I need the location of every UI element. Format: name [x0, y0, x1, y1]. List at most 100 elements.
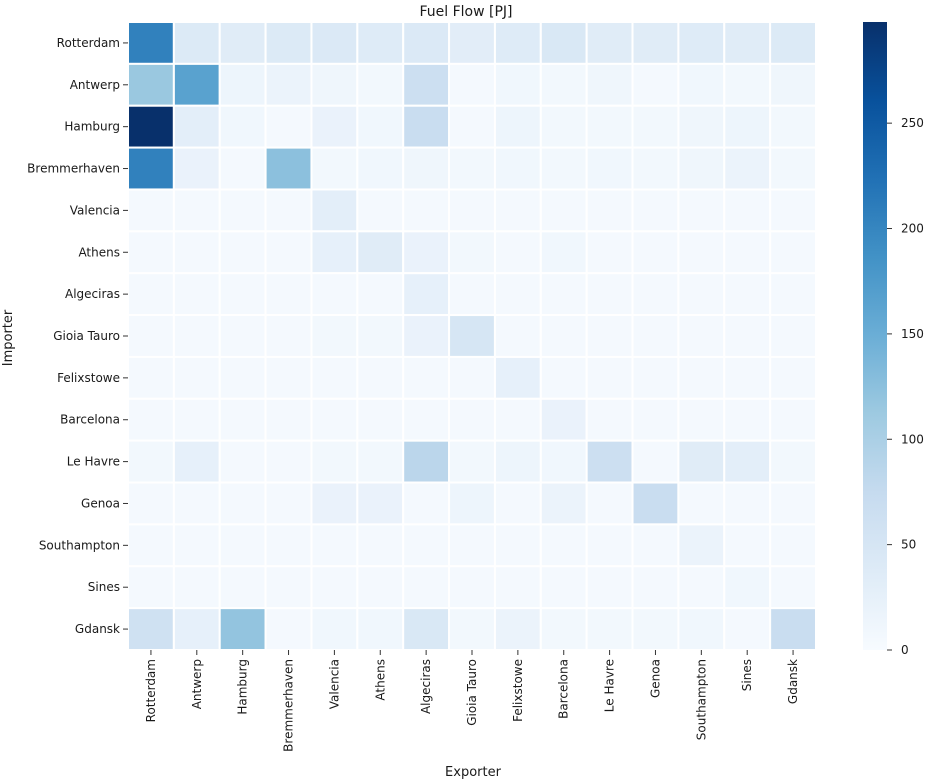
heatmap-cell — [172, 272, 221, 317]
heatmap-cell — [723, 21, 772, 65]
heatmap-cell — [493, 397, 542, 442]
heatmap-cell — [448, 230, 496, 275]
heatmap-cell — [310, 230, 359, 275]
heatmap-cell — [631, 355, 680, 400]
heatmap-cell — [631, 481, 680, 526]
heatmap-cell — [677, 104, 726, 149]
heatmap-cell — [769, 188, 818, 233]
heatmap-cell — [448, 62, 496, 107]
y-tick-label: Barcelona — [60, 413, 120, 427]
heatmap-cell — [127, 355, 175, 400]
y-tick-label: Genoa — [81, 496, 120, 510]
heatmap-cell — [218, 481, 267, 526]
y-tick-label: Algeciras — [65, 287, 120, 301]
x-tick-labels: Rotterdam Antwerp Hamburg Bremmerhaven Valen… — [144, 650, 800, 752]
heatmap-cell — [127, 230, 175, 275]
heatmap-cell — [127, 21, 175, 65]
heatmap-cell — [356, 397, 405, 442]
heatmap-cell — [723, 62, 772, 107]
y-tick-label: Hamburg — [64, 120, 120, 134]
heatmap-cell — [264, 314, 313, 358]
heatmap-cell — [218, 355, 267, 400]
heatmap-cell — [356, 230, 405, 275]
y-tick-label: Gioia Tauro — [53, 329, 120, 343]
heatmap-cell — [356, 439, 405, 484]
heatmap-cell — [723, 146, 772, 191]
heatmap-cell — [402, 21, 451, 65]
heatmap-cell — [264, 272, 313, 317]
heatmap-cell — [127, 314, 175, 358]
heatmap-cell — [172, 62, 221, 107]
heatmap-cell — [218, 230, 267, 275]
heatmap-cell — [264, 565, 313, 610]
heatmap-cell — [172, 397, 221, 442]
heatmap-cell — [631, 523, 680, 568]
heatmap-cell — [448, 355, 496, 400]
heatmap-cell — [539, 62, 588, 107]
heatmap-cell — [585, 146, 634, 191]
heatmap-cell — [723, 314, 772, 358]
heatmap-cell — [677, 481, 726, 526]
heatmap-cell — [402, 62, 451, 107]
heatmap-cell — [677, 62, 726, 107]
colorbar-ticks: 0 50 100 150 200 250 — [887, 116, 924, 657]
heatmap-cell — [310, 397, 359, 442]
heatmap-cell — [448, 104, 496, 149]
heatmap-cell — [127, 481, 175, 526]
heatmap-cell — [631, 230, 680, 275]
heatmap-cell — [769, 62, 818, 107]
heatmap-cell — [402, 314, 451, 358]
heatmap-cell — [539, 314, 588, 358]
heatmap-cell — [218, 607, 267, 652]
heatmap-cell — [402, 146, 451, 191]
heatmap-cell — [310, 439, 359, 484]
heatmap-cell — [172, 104, 221, 149]
heatmap-cell — [310, 481, 359, 526]
heatmap-cell — [769, 481, 818, 526]
heatmap-cell — [172, 188, 221, 233]
heatmap-cell — [402, 397, 451, 442]
colorbar — [863, 22, 887, 650]
y-tick-label: Athens — [78, 245, 120, 259]
heatmap-cell — [264, 146, 313, 191]
colorbar-tick-label: 50 — [901, 538, 916, 552]
heatmap-cell — [402, 523, 451, 568]
x-tick-label: Algeciras — [419, 659, 433, 714]
heatmap-cell — [448, 565, 496, 610]
heatmap-cell — [218, 21, 267, 65]
heatmap-cell — [769, 397, 818, 442]
heatmap-cell — [402, 607, 451, 652]
y-tick-label: Felixstowe — [57, 371, 120, 385]
heatmap-cell — [218, 104, 267, 149]
heatmap-cell — [723, 355, 772, 400]
x-tick-label: Gioia Tauro — [465, 659, 479, 726]
x-tick-label: Barcelona — [557, 659, 571, 719]
heatmap-cell — [172, 146, 221, 191]
heatmap-cell — [585, 439, 634, 484]
heatmap-cell — [585, 62, 634, 107]
heatmap-cell — [127, 146, 175, 191]
heatmap-cell — [539, 355, 588, 400]
x-tick-label: Rotterdam — [144, 659, 158, 722]
heatmap-cell — [585, 397, 634, 442]
heatmap-cell — [218, 146, 267, 191]
heatmap-cell — [723, 272, 772, 317]
heatmap-cell — [172, 21, 221, 65]
heatmap-cell — [493, 230, 542, 275]
heatmap-cell — [218, 397, 267, 442]
heatmap-cell — [402, 230, 451, 275]
heatmap-cell — [356, 481, 405, 526]
heatmap-cells — [127, 21, 818, 652]
heatmap-cell — [723, 523, 772, 568]
heatmap-cell — [539, 272, 588, 317]
y-tick-labels: Rotterdam Antwerp Hamburg Bremmerhaven Valen… — [27, 36, 128, 636]
heatmap-cell — [585, 230, 634, 275]
heatmap-cell — [218, 523, 267, 568]
heatmap-cell — [631, 272, 680, 317]
heatmap-cell — [493, 62, 542, 107]
heatmap-cell — [769, 272, 818, 317]
heatmap-cell — [310, 607, 359, 652]
heatmap-cell — [356, 104, 405, 149]
heatmap-cell — [539, 607, 588, 652]
heatmap-cell — [127, 397, 175, 442]
